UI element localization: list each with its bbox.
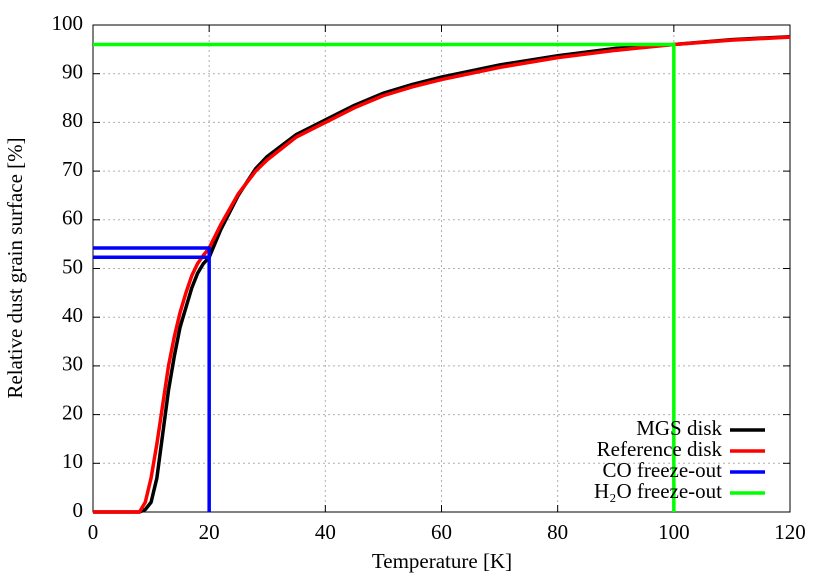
y-tick-label: 60: [62, 206, 83, 230]
plot-frame: [92, 24, 791, 513]
y-tick-label: 80: [62, 108, 83, 132]
x-tick-label: 120: [774, 520, 806, 544]
x-tick-label: 0: [88, 520, 99, 544]
y-tick-label: 90: [62, 60, 83, 84]
y-tick-label: 100: [52, 11, 84, 35]
x-axis-label: Temperature [K]: [372, 549, 512, 573]
series-line: [93, 246, 211, 512]
y-tick-label: 20: [62, 400, 83, 424]
x-tick-label: 60: [431, 520, 452, 544]
series-line: [93, 35, 791, 514]
y-axis-label: Relative dust grain surface [%]: [3, 137, 27, 398]
series-line: [93, 42, 676, 512]
x-tick-label: 20: [199, 520, 220, 544]
legend-label: MGS disk: [636, 416, 722, 440]
y-tick-label: 0: [73, 498, 84, 522]
legend-label: CO freeze-out: [602, 458, 722, 482]
legend-label: H₂O freeze-out: [594, 479, 722, 503]
x-tick-label: 80: [547, 520, 568, 544]
x-tick-label: 100: [658, 520, 690, 544]
legend-label: Reference disk: [597, 437, 723, 461]
y-tick-label: 50: [62, 254, 83, 278]
series-line: [93, 34, 791, 514]
y-tick-label: 70: [62, 157, 83, 181]
x-tick-label: 40: [315, 520, 336, 544]
y-tick-label: 30: [62, 352, 83, 376]
y-tick-label: 40: [62, 303, 83, 327]
y-tick-label: 10: [62, 449, 83, 473]
